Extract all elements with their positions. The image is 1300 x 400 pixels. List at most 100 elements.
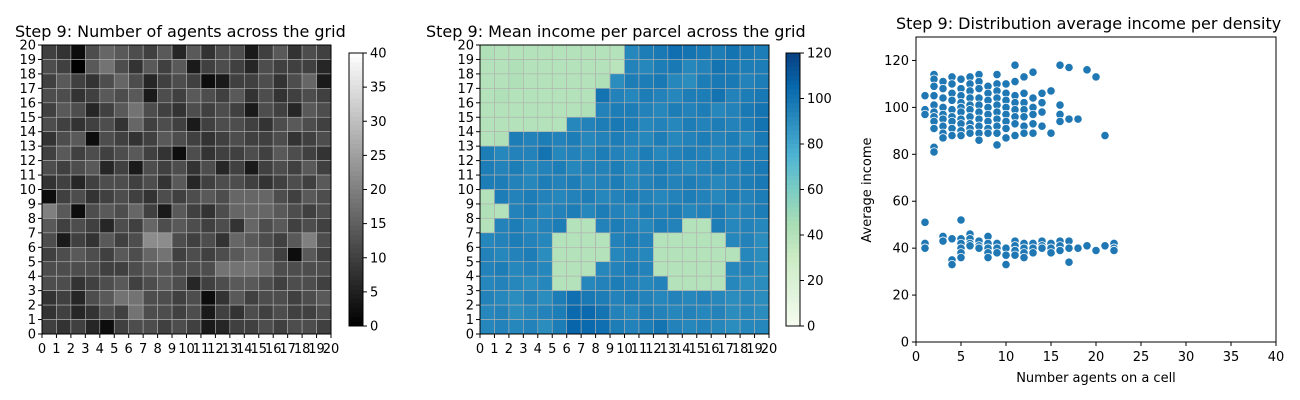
heatmap-cell (157, 88, 173, 104)
heatmap-cell (523, 131, 539, 147)
scatter-point (1037, 88, 1047, 98)
y-tick-label: 8 (28, 212, 36, 227)
heatmap-cell (85, 174, 101, 190)
x-tick-label: 2 (67, 342, 75, 357)
colorbar-segment (349, 212, 363, 218)
heatmap-cell (624, 247, 640, 263)
heatmap-cell (171, 116, 187, 132)
heatmap-cell (667, 145, 683, 161)
heatmap-cell (128, 174, 144, 190)
heatmap-cell (113, 218, 129, 234)
heatmap-cell (696, 174, 712, 190)
heatmap-cell (171, 145, 187, 161)
heatmap-cell (595, 73, 611, 89)
colorbar-segment (786, 66, 800, 72)
heatmap-cell (70, 102, 86, 118)
heatmap-cell (681, 174, 698, 190)
x-tick-label: 1 (490, 342, 498, 357)
colorbar-tick-label: 20 (807, 274, 824, 289)
heatmap-cell (653, 88, 669, 104)
heatmap-cell (739, 160, 755, 176)
heatmap-cell (566, 73, 582, 89)
heatmap-cell (171, 247, 187, 263)
heatmap-cell (566, 232, 582, 248)
colorbar-segment (349, 144, 363, 150)
heatmap-cell (653, 247, 669, 263)
heatmap-cell (186, 73, 202, 89)
y-tick-label: 12 (457, 154, 474, 169)
heatmap-cell (580, 116, 596, 132)
heatmap-cell (272, 88, 288, 104)
colorbar-segment (786, 184, 800, 190)
heatmap-cell (200, 218, 216, 234)
x-tick-label: 35 (1223, 350, 1240, 365)
heatmap-cell (523, 160, 539, 176)
heatmap-cell (171, 261, 187, 277)
scatter-title: Step 9: Distribution average income per … (896, 14, 1281, 33)
y-tick-label: 20 (457, 39, 474, 54)
heatmap-cell (316, 203, 332, 219)
heatmap-cell (580, 174, 596, 190)
heatmap-cell (754, 203, 770, 219)
heatmap-cell (301, 131, 317, 147)
heatmap-cell (128, 116, 144, 132)
heatmap-cell (316, 145, 332, 161)
heatmap-cell (56, 189, 72, 205)
heatmap-cell (99, 131, 115, 147)
colorbar-segment (786, 198, 800, 204)
heatmap-cell (200, 247, 216, 263)
heatmap-cell (258, 44, 274, 60)
heatmap-cell (508, 131, 524, 147)
heatmap-cell (142, 290, 158, 306)
heatmap-cell (229, 203, 245, 219)
colorbar-tick-label: 120 (807, 47, 832, 62)
scatter-yticks: 0 20 40 60 80 100 120 (884, 54, 916, 351)
heatmap-cell (99, 275, 115, 291)
y-tick-label: 16 (19, 96, 36, 111)
scatter-point (1055, 60, 1065, 70)
heatmap-cell (681, 319, 698, 335)
heatmap-cell (595, 59, 611, 75)
heatmap-cell (70, 131, 86, 147)
scatter-point (1037, 107, 1047, 117)
heatmap-cell (609, 44, 625, 60)
heatmap-cell (508, 174, 524, 190)
colorbar-segment (786, 121, 800, 127)
heatmap-cell (41, 203, 57, 219)
heatmap-cell (710, 261, 726, 277)
heatmap-cell (681, 261, 698, 277)
heatmap-cell (537, 290, 553, 306)
colorbar-segment (349, 62, 363, 68)
heatmap-cell (710, 102, 726, 118)
heatmap-cell (494, 290, 510, 306)
heatmap-cell (696, 290, 712, 306)
heatmap-cell (200, 102, 216, 118)
heatmap-cell (316, 116, 332, 132)
heatmap-cell (85, 145, 101, 161)
x-tick-label: 6 (563, 342, 571, 357)
colorbar-segment (786, 130, 800, 136)
y-tick-label: 18 (19, 67, 36, 82)
heatmap-cell (710, 218, 726, 234)
heatmap-cell (739, 189, 755, 205)
heatmap-cell (696, 275, 712, 291)
heatmap-cell (99, 59, 115, 75)
heatmap-cell (479, 131, 495, 147)
scatter-point (1010, 76, 1020, 87)
heatmap-cell (287, 73, 303, 89)
colorbar-segment (786, 53, 800, 59)
scatter-point (947, 130, 957, 141)
heatmap-cell (681, 218, 698, 234)
heatmap-cell (287, 189, 303, 205)
heatmap-cell (316, 290, 332, 306)
heatmap-cell (754, 59, 770, 75)
heatmap-cell (287, 116, 303, 132)
x-tick-label: 19 (746, 342, 763, 357)
heatmap-cell (595, 247, 611, 263)
heatmap-cell (624, 189, 640, 205)
heatmap-cell (142, 145, 158, 161)
heatmap-cell (142, 218, 158, 234)
colorbar-tick-label: 35 (370, 81, 387, 96)
heatmap-cell (200, 73, 216, 89)
scatter-point (1010, 119, 1020, 129)
